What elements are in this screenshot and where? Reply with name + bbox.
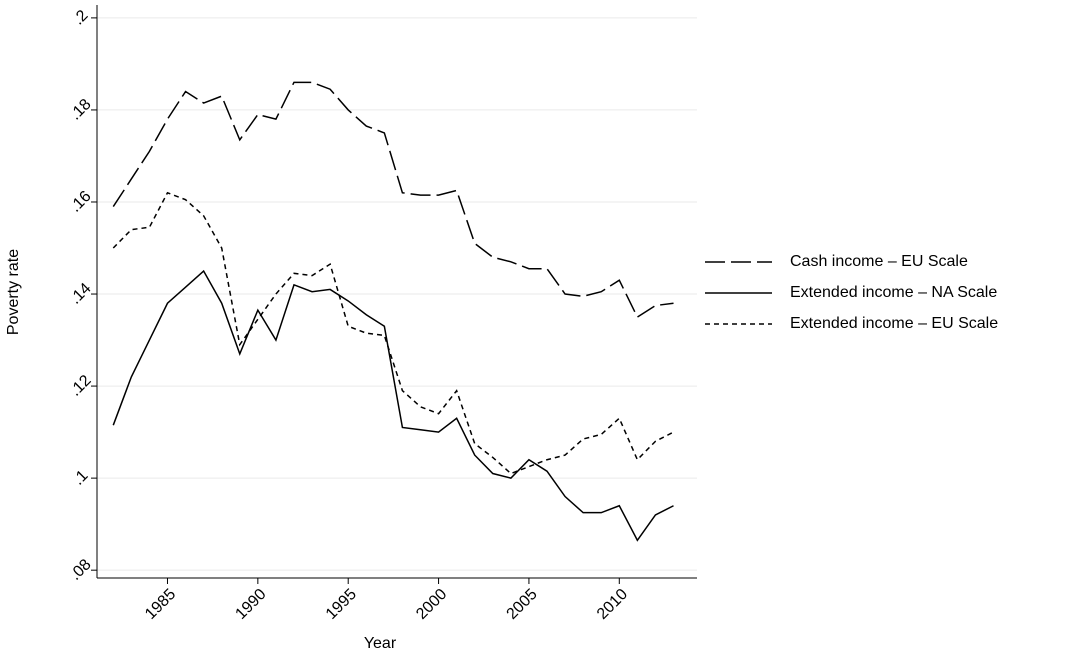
legend-label: Extended income – EU Scale <box>790 315 998 332</box>
series-line <box>112 81 674 319</box>
x-tick-label: 2000 <box>413 586 450 623</box>
x-axis-label: Year <box>364 635 397 652</box>
y-tick-label: .1 <box>70 467 92 489</box>
x-tick-label: 1985 <box>142 586 179 623</box>
x-tick-label: 2005 <box>504 586 541 623</box>
y-tick-label: .12 <box>67 372 95 400</box>
x-tick-label: 2010 <box>594 586 631 623</box>
y-axis-label: Poverty rate <box>5 249 22 335</box>
legend-label: Cash income – EU Scale <box>790 253 968 270</box>
y-tick-label: .14 <box>67 280 95 308</box>
x-tick-label: 1995 <box>323 586 360 623</box>
y-tick-label: .18 <box>67 96 95 124</box>
x-tick-label: 1990 <box>232 586 269 623</box>
legend-label: Extended income – NA Scale <box>790 284 997 301</box>
series-line <box>112 191 674 475</box>
y-tick-label: .08 <box>67 556 95 584</box>
y-tick-label: .16 <box>67 188 95 216</box>
series-line <box>112 269 674 542</box>
y-tick-label: .2 <box>70 7 92 29</box>
